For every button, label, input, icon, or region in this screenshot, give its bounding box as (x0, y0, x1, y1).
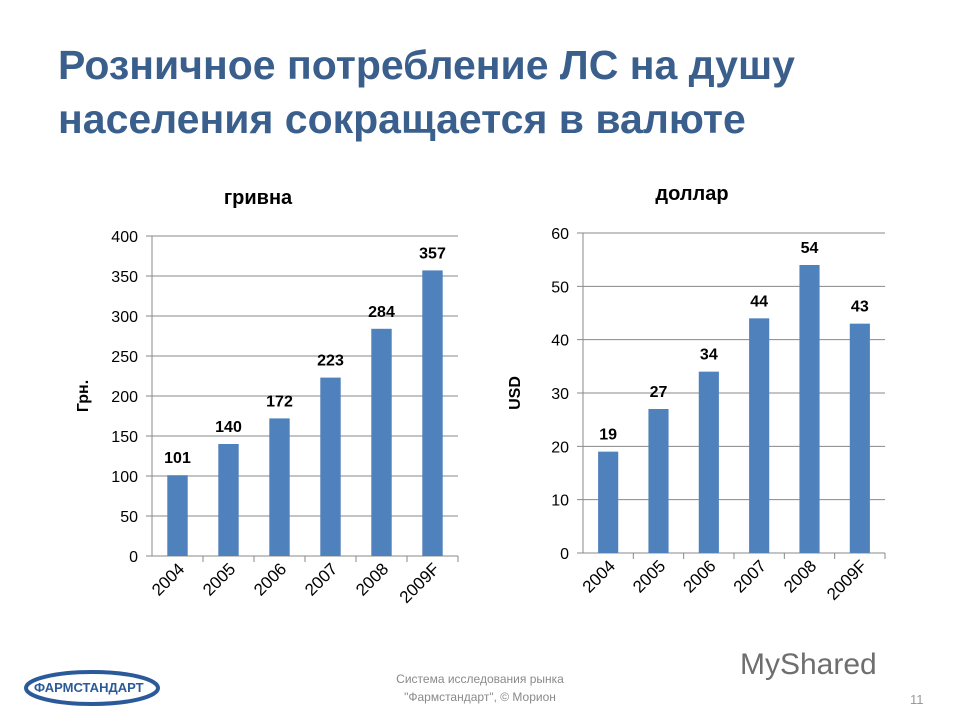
logo-swoosh-icon (24, 670, 160, 706)
data-label: 34 (700, 347, 718, 364)
data-label: 284 (368, 304, 395, 321)
y-tick-label: 10 (551, 493, 569, 510)
bar (648, 409, 669, 553)
y-axis-label: USD (507, 376, 524, 410)
y-tick-label: 150 (111, 429, 138, 446)
data-label: 357 (419, 245, 446, 262)
bar (320, 377, 341, 556)
y-tick-label: 60 (551, 226, 569, 243)
page-number: 11 (910, 692, 924, 707)
x-tick-label: 2008 (352, 559, 392, 599)
x-tick-label: 2004 (579, 556, 619, 596)
bar (749, 318, 770, 553)
x-tick-label: 2009F (823, 556, 871, 604)
chart-title: гривна (224, 187, 293, 209)
y-tick-label: 0 (129, 549, 138, 566)
bar (799, 265, 820, 553)
bar (598, 451, 619, 553)
data-label: 43 (851, 299, 869, 316)
data-label: 223 (317, 353, 344, 370)
data-label: 27 (650, 384, 668, 401)
y-tick-label: 350 (111, 269, 138, 286)
slide-title: Розничное потребление ЛС на душу населен… (58, 42, 795, 142)
x-tick-label: 2007 (301, 559, 341, 599)
footer-line-2: "Фармстандарт", © Морион (404, 690, 556, 704)
y-tick-label: 0 (560, 546, 569, 563)
data-label: 172 (266, 393, 293, 410)
y-tick-label: 400 (111, 229, 138, 246)
y-tick-label: 200 (111, 389, 138, 406)
x-tick-label: 2008 (780, 556, 820, 596)
y-axis-label: Грн. (75, 380, 92, 412)
x-tick-label: 2005 (629, 556, 669, 596)
x-tick-label: 2004 (148, 559, 188, 599)
y-tick-label: 300 (111, 309, 138, 326)
bar (269, 418, 290, 556)
x-tick-label: 2005 (199, 559, 239, 599)
data-label: 19 (599, 427, 617, 444)
x-tick-label: 2009F (396, 559, 444, 607)
data-label: 44 (750, 293, 768, 310)
company-logo: ФАРМСТАНДАРТ (34, 680, 144, 695)
x-tick-label: 2006 (250, 559, 290, 599)
bar (167, 475, 188, 556)
bar (698, 371, 719, 553)
y-tick-label: 100 (111, 469, 138, 486)
y-tick-label: 30 (551, 386, 569, 403)
bar (849, 323, 870, 553)
data-label: 101 (164, 450, 191, 467)
x-tick-label: 2007 (730, 556, 770, 596)
chart-title: доллар (655, 183, 728, 205)
watermark: MyShared (740, 648, 877, 681)
y-tick-label: 50 (551, 279, 569, 296)
bar (422, 270, 443, 556)
data-label: 140 (215, 419, 242, 436)
footer-caption: Система исследования рынка "Фармстандарт… (360, 670, 600, 706)
x-tick-label: 2006 (679, 556, 719, 596)
y-tick-label: 20 (551, 439, 569, 456)
data-label: 54 (801, 240, 819, 257)
y-tick-label: 250 (111, 349, 138, 366)
bar (218, 444, 239, 556)
y-tick-label: 40 (551, 333, 569, 350)
footer-line-1: Система исследования рынка (396, 672, 564, 686)
bar (371, 328, 392, 556)
y-tick-label: 50 (120, 509, 138, 526)
